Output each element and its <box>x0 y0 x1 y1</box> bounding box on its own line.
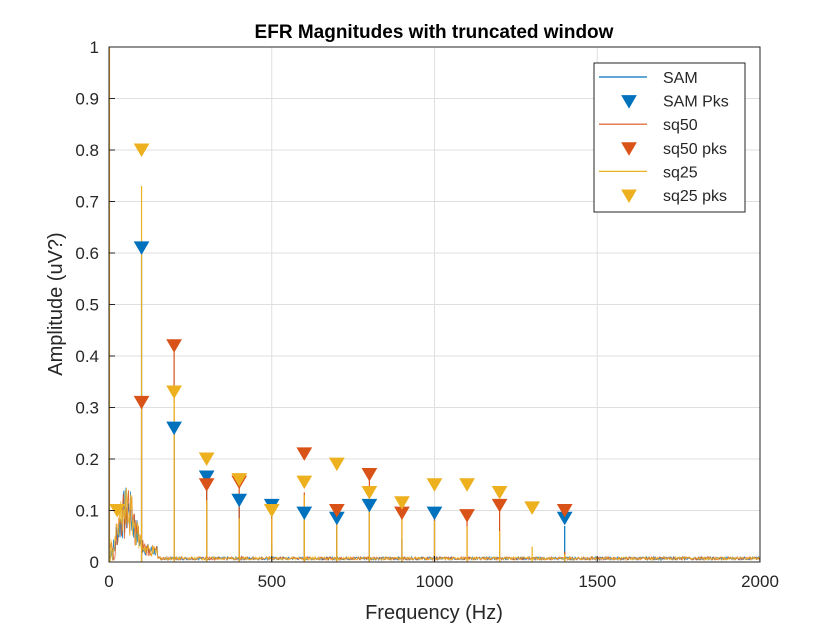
axis-ticks: 0 500 1000 1500 2000 0 0.1 0.2 0.3 0.4 0.5 0.6 0.7 0.… <box>75 38 779 591</box>
peak-marker <box>166 339 182 353</box>
peak-marker <box>198 478 215 492</box>
legend-box <box>593 62 746 213</box>
peak-marker <box>491 485 508 500</box>
peak-marker <box>133 143 150 157</box>
y-tick-label: 0 <box>90 553 99 572</box>
legend-entry-label: sq25 <box>663 164 698 181</box>
peak-marker <box>133 241 150 255</box>
peak-marker <box>394 496 410 510</box>
peak-marker <box>459 509 475 523</box>
y-tick-label: 1 <box>90 38 99 57</box>
peak-marker <box>166 385 182 400</box>
peak-marker <box>166 421 182 436</box>
peak-marker <box>328 457 345 472</box>
chart-title: EFR Magnitudes with truncated window <box>255 22 614 43</box>
peak-marker <box>263 504 280 518</box>
peak-marker <box>198 452 215 466</box>
x-tick-label: 1000 <box>416 572 454 591</box>
legend-marker-swatch <box>621 142 637 156</box>
y-tick-label: 0.5 <box>75 296 99 315</box>
peak-marker <box>524 501 541 515</box>
peak-marker <box>231 493 248 508</box>
peak-marker <box>426 506 443 521</box>
y-tick-label: 0.8 <box>75 141 99 160</box>
y-tick-label: 0.2 <box>75 450 99 469</box>
peak-marker <box>361 467 378 482</box>
y-tick-label: 0.4 <box>75 347 99 366</box>
y-tick-label: 0.1 <box>75 502 99 521</box>
y-tick-label: 0.7 <box>75 193 99 212</box>
x-tick-label: 500 <box>258 572 286 591</box>
x-tick-label: 2000 <box>741 572 779 591</box>
peak-marker <box>231 473 248 487</box>
peak-marker <box>556 504 573 518</box>
peak-marker <box>296 447 313 461</box>
legend-entry-label: sq50 pks <box>663 141 727 158</box>
peak-marker <box>459 478 475 492</box>
peak-marker <box>361 485 378 500</box>
peak-marker <box>426 478 443 492</box>
y-axis-label: Amplitude (uV?) <box>45 232 67 375</box>
legend-marker-swatch <box>621 189 637 203</box>
peak-marker <box>198 470 215 485</box>
x-tick-label: 1500 <box>578 572 616 591</box>
peak-marker <box>328 504 345 518</box>
legend: SAM SAM Pks sq50 sq50 pks sq25 sq25 pks <box>593 62 746 213</box>
x-tick-label: 0 <box>104 572 113 591</box>
y-tick-label: 0.9 <box>75 90 99 109</box>
peak-marker <box>296 475 313 490</box>
legend-entry-label: SAM Pks <box>663 94 729 111</box>
peak-markers <box>109 143 573 526</box>
peak-marker <box>133 395 150 410</box>
legend-entry-label: sq50 <box>663 117 698 134</box>
y-tick-label: 0.3 <box>75 399 99 418</box>
legend-marker-swatch <box>621 95 637 109</box>
peak-marker <box>296 506 313 521</box>
legend-entry-label: SAM <box>663 70 698 87</box>
legend-entry-label: sq25 pks <box>663 188 727 205</box>
x-axis-label: Frequency (Hz) <box>365 602 503 624</box>
y-tick-label: 0.6 <box>75 244 99 263</box>
